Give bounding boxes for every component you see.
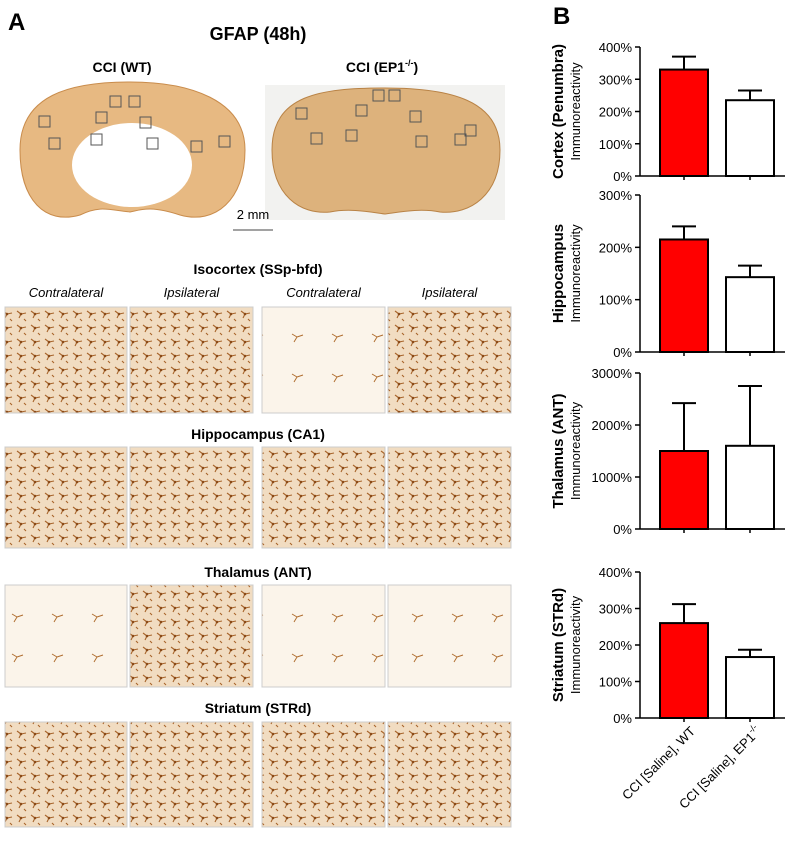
y-axis-title: Cortex (Penumbra) — [550, 44, 567, 179]
y-axis-subtitle: Immunoreactivity — [568, 224, 583, 323]
bar — [725, 656, 775, 719]
bar — [659, 68, 709, 177]
y-axis-title: Thalamus (ANT) — [550, 393, 567, 508]
y-tick-label: 200% — [599, 105, 633, 120]
micrograph — [261, 721, 386, 828]
wt-label: CCI (WT) — [92, 59, 151, 75]
panel-title: GFAP (48h) — [210, 24, 307, 44]
micrograph — [261, 306, 386, 414]
column-label: Contralateral — [29, 285, 105, 300]
y-tick-label: 0% — [613, 345, 632, 360]
y-axis-subtitle: Immunoreactivity — [568, 401, 583, 500]
column-label: Ipsilateral — [164, 285, 221, 300]
region-title: Thalamus (ANT) — [204, 564, 311, 580]
y-tick-label: 300% — [599, 602, 633, 617]
bar — [725, 276, 775, 353]
scale-label: 2 mm — [237, 207, 270, 222]
micrograph — [261, 446, 386, 549]
y-tick-label: 100% — [599, 293, 633, 308]
region-title: Hippocampus (CA1) — [191, 426, 325, 442]
micrograph — [129, 306, 254, 414]
y-axis-subtitle: Immunoreactivity — [568, 595, 583, 694]
y-tick-label: 300% — [599, 72, 633, 87]
y-tick-label: 400% — [599, 40, 633, 55]
panel-letter: B — [553, 3, 570, 30]
bar — [659, 622, 709, 719]
micrograph — [4, 446, 128, 549]
bar — [659, 238, 709, 354]
bar — [725, 444, 775, 530]
micrograph — [4, 306, 128, 414]
micrograph — [387, 306, 512, 414]
micrograph — [387, 446, 512, 549]
column-label: Contralateral — [286, 285, 362, 300]
micrograph — [129, 446, 254, 549]
ep1-label: CCI (EP1-/-) — [346, 58, 418, 75]
y-tick-label: 300% — [599, 188, 633, 203]
y-tick-label: 100% — [599, 675, 633, 690]
panel-letter: A — [8, 9, 25, 36]
bar — [659, 450, 709, 530]
y-tick-label: 200% — [599, 240, 633, 255]
micrograph — [4, 721, 128, 828]
y-tick-label: 0% — [613, 522, 632, 537]
roi-boxes — [38, 89, 477, 153]
brain-ep1 — [265, 85, 505, 220]
y-tick-label: 2000% — [592, 418, 633, 433]
y-tick-label: 0% — [613, 169, 632, 184]
micrograph — [387, 721, 512, 828]
y-axis-subtitle: Immunoreactivity — [568, 62, 583, 161]
y-tick-label: 200% — [599, 638, 633, 653]
y-axis-title: Striatum (STRd) — [550, 588, 567, 702]
region-title: Isocortex (SSp-bfd) — [193, 261, 322, 277]
bar — [725, 99, 775, 177]
micrograph — [129, 584, 254, 688]
micrograph — [4, 584, 128, 688]
y-tick-label: 0% — [613, 711, 632, 726]
y-tick-label: 100% — [599, 137, 633, 152]
micrograph — [261, 584, 386, 688]
y-tick-label: 3000% — [592, 366, 633, 381]
brain-wt — [19, 81, 246, 218]
micrograph — [387, 584, 512, 688]
y-axis-title: Hippocampus — [550, 224, 567, 323]
y-tick-label: 400% — [599, 565, 633, 580]
micrograph — [129, 721, 254, 828]
column-label: Ipsilateral — [422, 285, 479, 300]
y-tick-label: 1000% — [592, 470, 633, 485]
region-title: Striatum (STRd) — [205, 700, 312, 716]
